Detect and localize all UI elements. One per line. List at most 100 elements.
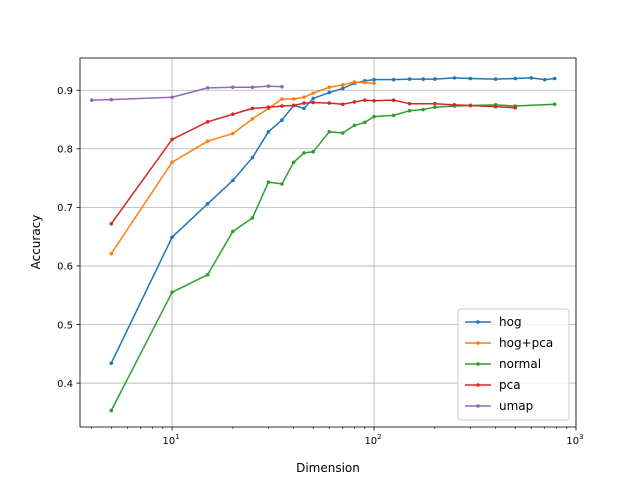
data-point: [205, 202, 210, 206]
data-point: [391, 98, 396, 102]
data-point: [109, 221, 114, 226]
data-point: [327, 90, 332, 95]
data-point: [513, 76, 518, 81]
x-tick-label: 101: [162, 433, 179, 447]
data-point: [170, 137, 174, 142]
series-line: [110, 99, 516, 225]
y-tick-label: 0.6: [57, 262, 73, 273]
data-point: [205, 272, 210, 277]
data-point: [362, 120, 367, 125]
data-point: [170, 290, 174, 295]
data-point: [109, 408, 114, 413]
data-point: [421, 77, 425, 81]
data-point: [250, 117, 255, 121]
legend-label: pca: [499, 378, 521, 392]
data-point: [433, 77, 437, 81]
series-lines: [89, 76, 557, 413]
data-point: [266, 84, 271, 88]
legend-label: hog+pca: [499, 336, 553, 350]
data-point: [362, 98, 367, 102]
legend: hog hog+pca normal pca umap: [457, 308, 570, 421]
x-axis-label: Dimension: [296, 461, 360, 475]
x-tick-exponent: 1: [175, 433, 179, 441]
data-point: [421, 107, 425, 112]
data-point: [291, 160, 296, 165]
data-point: [327, 85, 332, 90]
legend-swatch-marker: [476, 341, 480, 345]
data-point: [529, 76, 533, 80]
plot-area-frame: [79, 57, 577, 428]
data-point: [407, 101, 412, 106]
x-tick-exponent: 3: [579, 433, 583, 441]
legend-label: umap: [499, 399, 533, 413]
data-point: [311, 91, 316, 95]
data-point: [205, 120, 210, 124]
data-point: [205, 139, 210, 143]
data-point: [433, 105, 437, 109]
data-point: [280, 84, 284, 89]
series-hog+pca: [109, 80, 376, 256]
legend-item-hog+pca: hog+pca: [465, 336, 553, 350]
data-point: [468, 76, 473, 81]
data-point: [231, 131, 235, 136]
legend-swatch-marker: [476, 404, 480, 408]
y-tick-label: 0.9: [57, 86, 73, 97]
data-point: [170, 235, 174, 240]
data-point: [266, 130, 271, 134]
data-point: [291, 103, 296, 108]
series-line: [91, 85, 282, 101]
data-point: [280, 118, 284, 122]
legend-label: hog: [499, 315, 522, 329]
data-point: [552, 76, 557, 81]
x-tick-base: 10: [566, 436, 579, 447]
data-point: [170, 160, 174, 165]
data-point: [452, 103, 457, 107]
legend-swatch-marker: [476, 383, 480, 387]
data-point: [266, 180, 271, 184]
data-point: [280, 104, 284, 108]
data-point: [493, 104, 498, 109]
data-point: [468, 103, 473, 108]
data-point: [372, 98, 376, 103]
data-point: [391, 77, 396, 82]
y-tick-label: 0.4: [57, 379, 73, 390]
data-point: [372, 114, 376, 119]
y-tick-label: 0.8: [57, 145, 73, 156]
data-point: [109, 361, 114, 365]
data-point: [89, 98, 94, 102]
data-point: [250, 85, 255, 90]
data-point: [407, 77, 412, 81]
legend-item-hog: hog: [465, 315, 522, 329]
x-tick-label: 103: [566, 433, 583, 447]
legend-swatch-marker: [476, 320, 480, 324]
data-point: [372, 77, 376, 82]
legend-swatch-marker: [476, 362, 480, 366]
series-pca: [109, 98, 518, 226]
data-point: [407, 108, 412, 113]
data-point: [452, 76, 457, 80]
data-point: [109, 251, 114, 256]
y-tick-label: 0.5: [57, 320, 73, 331]
data-point: [352, 100, 357, 104]
series-umap: [89, 84, 284, 102]
data-point: [493, 77, 498, 81]
data-point: [391, 113, 396, 118]
data-point: [311, 96, 316, 101]
y-tick-label: 0.7: [57, 203, 73, 214]
legend-label: normal: [499, 357, 541, 371]
data-point: [340, 83, 345, 87]
legend-item-umap: umap: [465, 399, 533, 413]
legend-box: [457, 308, 570, 421]
data-point: [170, 95, 174, 100]
data-point: [231, 85, 235, 90]
data-point: [542, 77, 547, 82]
data-point: [513, 105, 518, 110]
data-point: [362, 80, 367, 85]
data-point: [109, 97, 114, 102]
data-point: [250, 155, 255, 160]
legend-item-pca: pca: [465, 378, 521, 392]
data-point: [327, 101, 332, 105]
data-point: [552, 102, 557, 107]
